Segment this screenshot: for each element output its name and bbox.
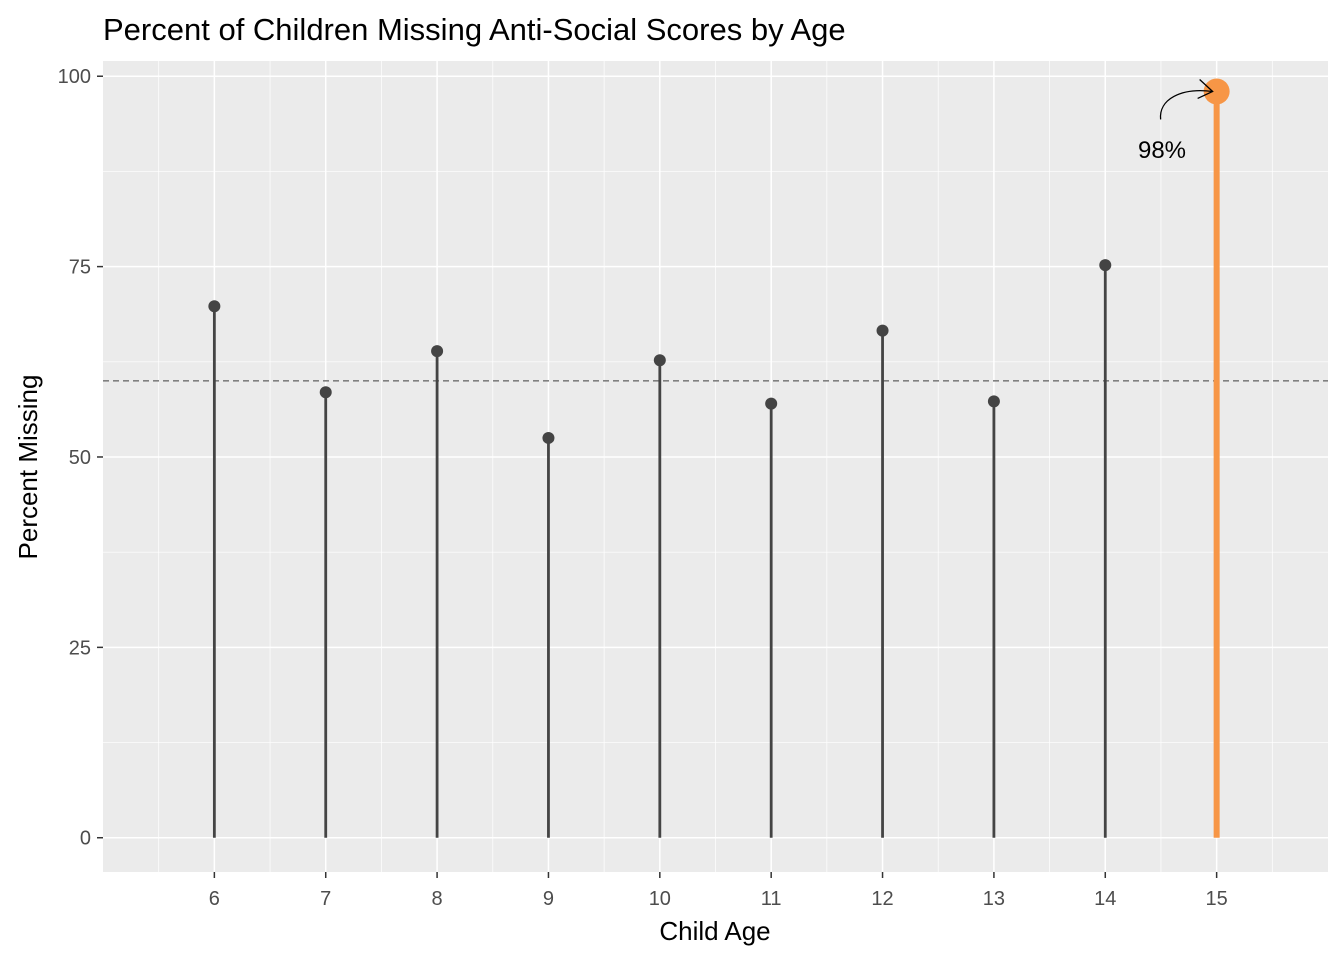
x-tick-label: 8 [432, 888, 443, 910]
x-tick-label: 15 [1206, 888, 1228, 910]
annotation-arrowhead [1197, 78, 1214, 100]
y-tick-label: 25 [69, 637, 91, 659]
annotation-arrow [1159, 90, 1213, 120]
point-age-6 [208, 300, 221, 313]
annotation-label: 98% [1138, 137, 1186, 164]
y-tick-label: 50 [69, 447, 91, 469]
x-tick-label: 14 [1094, 888, 1116, 910]
x-axis-ticks: 6 7 8 9 10 11 12 13 14 15 [209, 872, 1228, 910]
x-tick-label: 9 [543, 888, 554, 910]
point-age-13 [987, 395, 1000, 408]
chart-title: Percent of Children Missing Anti-Social … [103, 12, 846, 47]
y-axis-title: Percent Missing [13, 375, 43, 560]
point-age-9 [542, 431, 555, 444]
point-age-15 [1203, 78, 1230, 105]
y-axis-ticks: 0 25 50 75 100 [58, 66, 103, 850]
x-tick-label: 12 [871, 888, 893, 910]
annotation: 98% [1138, 78, 1214, 164]
point-age-12 [876, 324, 889, 337]
point-age-11 [765, 397, 778, 410]
point-age-7 [319, 386, 332, 399]
x-tick-label: 11 [761, 888, 782, 910]
y-tick-label: 100 [58, 66, 91, 88]
x-tick-label: 13 [983, 888, 1005, 910]
lollipop-points [208, 78, 1230, 444]
y-tick-label: 75 [69, 257, 91, 279]
point-age-10 [653, 354, 666, 367]
x-tick-label: 6 [209, 888, 220, 910]
point-age-8 [431, 345, 444, 358]
x-tick-label: 7 [320, 888, 331, 910]
x-tick-label: 10 [649, 888, 671, 910]
lollipop-stems [212, 91, 1220, 838]
y-tick-label: 0 [80, 828, 91, 850]
point-age-14 [1099, 259, 1112, 272]
x-axis-title: Child Age [659, 916, 770, 946]
